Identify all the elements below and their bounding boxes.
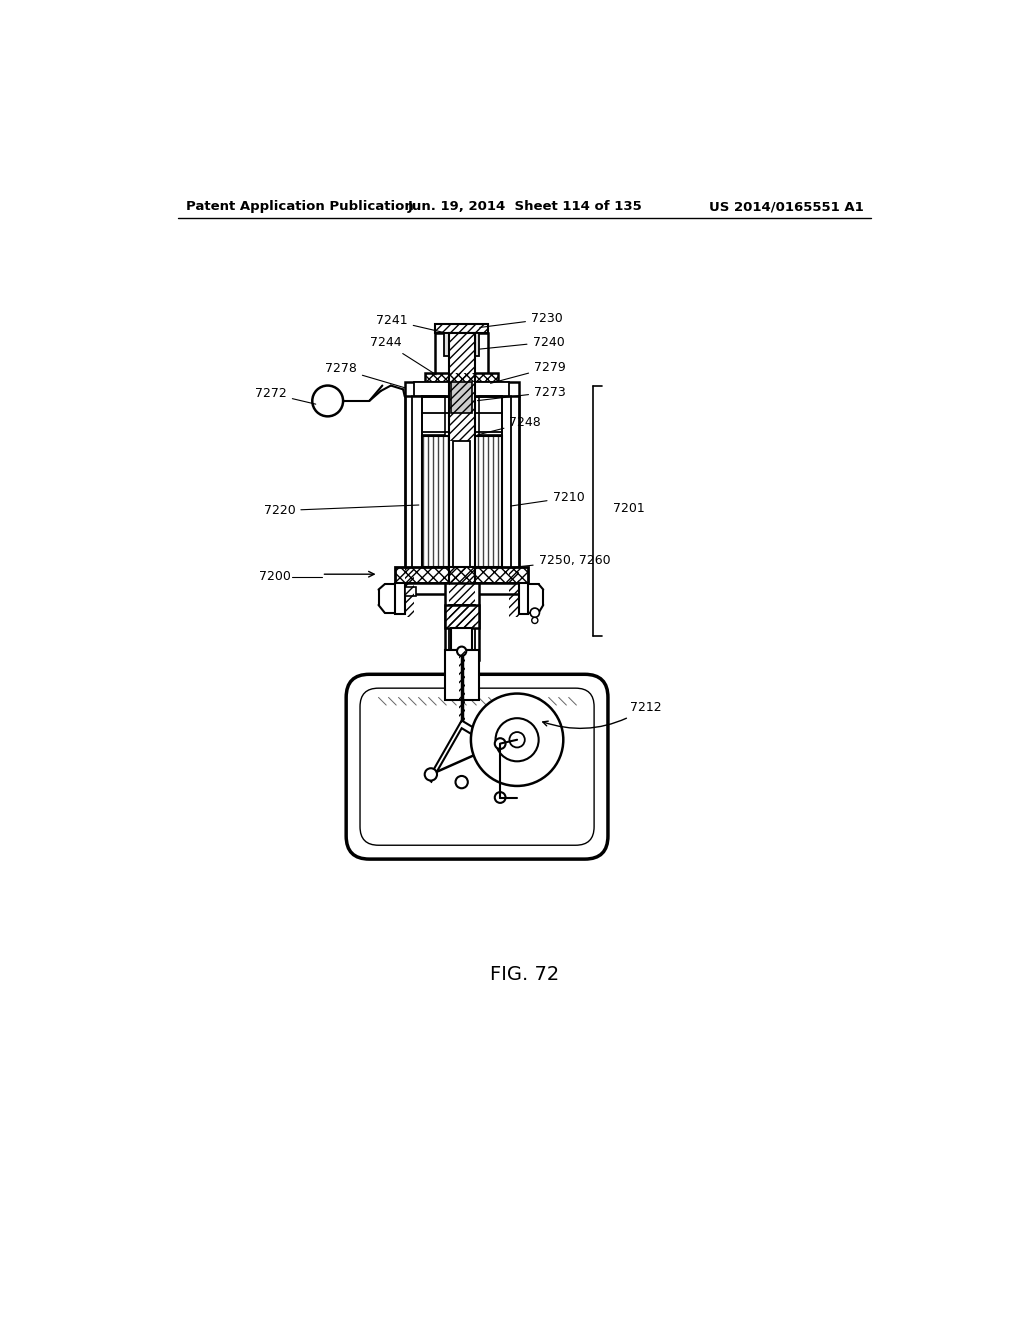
Bar: [444, 333, 479, 356]
Bar: [404, 383, 518, 396]
Bar: [449, 333, 475, 583]
Bar: [425, 374, 498, 383]
Bar: [444, 605, 478, 628]
Text: 7220: 7220: [263, 504, 419, 517]
Text: 7230: 7230: [480, 313, 563, 327]
Circle shape: [530, 609, 540, 618]
Bar: [444, 605, 478, 628]
Text: 7248: 7248: [477, 416, 541, 434]
Text: 7272: 7272: [255, 387, 315, 404]
Text: 7200: 7200: [259, 570, 291, 583]
Bar: [404, 586, 416, 595]
Bar: [395, 566, 528, 583]
Bar: [395, 583, 404, 614]
Bar: [435, 323, 487, 333]
Text: 7244: 7244: [370, 337, 436, 375]
Bar: [451, 381, 472, 412]
Circle shape: [456, 776, 468, 788]
Text: 7201: 7201: [612, 502, 644, 515]
Bar: [509, 566, 518, 616]
Bar: [518, 583, 528, 614]
Circle shape: [457, 647, 466, 656]
Bar: [404, 566, 414, 616]
Bar: [459, 649, 465, 723]
Bar: [404, 583, 518, 594]
Text: 7273: 7273: [477, 385, 566, 401]
Bar: [422, 396, 444, 434]
Text: 7250, 7260: 7250, 7260: [509, 554, 610, 568]
Text: Patent Application Publication: Patent Application Publication: [186, 201, 414, 214]
Bar: [449, 333, 475, 441]
Bar: [449, 605, 475, 659]
Bar: [414, 383, 509, 396]
Text: 7241: 7241: [376, 314, 447, 334]
Circle shape: [495, 738, 506, 748]
Bar: [449, 566, 475, 628]
Circle shape: [531, 618, 538, 623]
Text: US 2014/0165551 A1: US 2014/0165551 A1: [709, 201, 863, 214]
Polygon shape: [431, 721, 500, 781]
Bar: [435, 323, 487, 333]
Bar: [454, 441, 470, 583]
Circle shape: [496, 718, 539, 762]
Circle shape: [509, 733, 525, 747]
Bar: [422, 436, 502, 566]
Bar: [425, 374, 498, 383]
Bar: [451, 628, 472, 649]
Text: 7210: 7210: [511, 491, 585, 506]
Bar: [444, 649, 478, 700]
Text: Jun. 19, 2014  Sheet 114 of 135: Jun. 19, 2014 Sheet 114 of 135: [408, 201, 642, 214]
Bar: [435, 333, 487, 376]
Circle shape: [425, 768, 437, 780]
Text: FIG. 72: FIG. 72: [490, 965, 559, 985]
Text: 7240: 7240: [480, 335, 564, 348]
Bar: [395, 566, 528, 583]
Circle shape: [471, 693, 563, 785]
Text: 7212: 7212: [543, 701, 662, 729]
Text: 7278: 7278: [325, 363, 406, 388]
Text: 7279: 7279: [490, 360, 566, 383]
Bar: [449, 566, 475, 605]
Circle shape: [312, 385, 343, 416]
Bar: [478, 396, 502, 434]
Bar: [444, 583, 478, 660]
Circle shape: [495, 792, 506, 803]
FancyBboxPatch shape: [346, 675, 608, 859]
